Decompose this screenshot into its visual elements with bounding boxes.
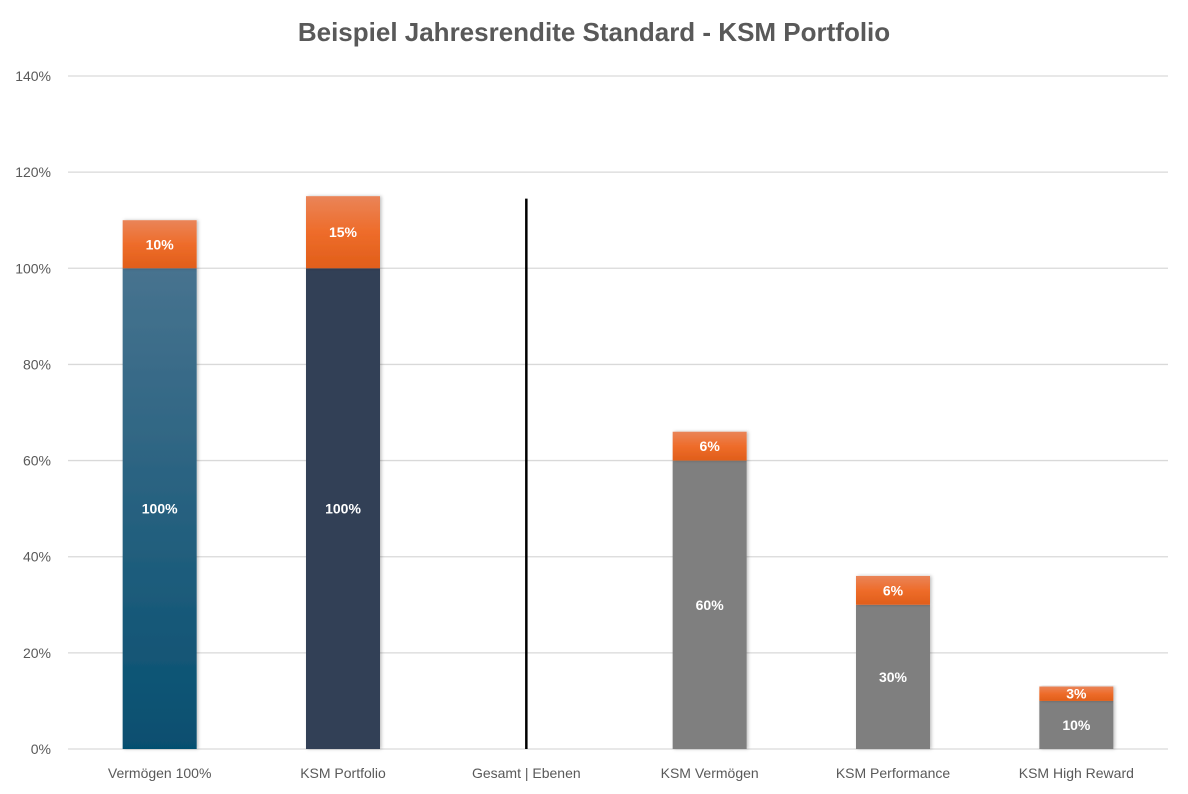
gridlines bbox=[68, 75, 1168, 750]
data-label-rendite: 10% bbox=[146, 236, 175, 252]
y-tick-label: 0% bbox=[31, 741, 51, 757]
data-label-basis: 100% bbox=[142, 501, 178, 517]
bars: 100% 10% 100% 15% 60% 6% 30% 6% 10% 3% bbox=[122, 196, 1114, 749]
data-label-basis: 100% bbox=[325, 501, 361, 517]
bar-segment-basis bbox=[306, 268, 380, 749]
bar-segment-rendite bbox=[122, 220, 197, 269]
y-tick-label: 40% bbox=[23, 549, 51, 565]
y-tick-label: 100% bbox=[15, 260, 51, 276]
y-tick-label: 140% bbox=[15, 68, 51, 84]
y-tick-label: 120% bbox=[15, 164, 51, 180]
data-label-rendite: 3% bbox=[1066, 686, 1087, 702]
bar-segment-rendite bbox=[1039, 686, 1114, 701]
x-category-label: Vermögen 100% bbox=[108, 765, 212, 781]
data-label-rendite: 6% bbox=[883, 582, 904, 598]
y-tick-label: 60% bbox=[23, 453, 51, 469]
bar-segment-rendite bbox=[672, 431, 747, 461]
bar-segment-rendite bbox=[856, 575, 930, 605]
data-label-rendite: 15% bbox=[329, 224, 358, 240]
chart-title: Beispiel Jahresrendite Standard - KSM Po… bbox=[298, 17, 890, 47]
x-category-label: KSM High Reward bbox=[1019, 765, 1134, 781]
x-category-label: KSM Vermögen bbox=[661, 765, 759, 781]
data-label-basis: 30% bbox=[879, 669, 908, 685]
x-axis-labels: Vermögen 100% KSM Portfolio Gesamt | Ebene… bbox=[108, 765, 1134, 781]
bar-segment-basis bbox=[672, 460, 747, 749]
x-category-label: KSM Performance bbox=[836, 765, 951, 781]
y-axis-ticks: 0% 20% 40% 60% 80% 100% 120% 140% bbox=[15, 68, 51, 757]
data-label-rendite: 6% bbox=[700, 438, 721, 454]
y-tick-label: 80% bbox=[23, 356, 51, 372]
x-category-label: KSM Portfolio bbox=[300, 765, 386, 781]
data-label-basis: 10% bbox=[1062, 717, 1091, 733]
bar-segment-basis bbox=[122, 268, 197, 749]
bar-segment-basis bbox=[1039, 700, 1114, 749]
y-tick-label: 20% bbox=[23, 645, 51, 661]
x-category-label: Gesamt | Ebenen bbox=[472, 765, 581, 781]
bar-segment-rendite bbox=[306, 196, 380, 269]
data-label-basis: 60% bbox=[696, 597, 725, 613]
bar-segment-basis bbox=[856, 604, 930, 749]
